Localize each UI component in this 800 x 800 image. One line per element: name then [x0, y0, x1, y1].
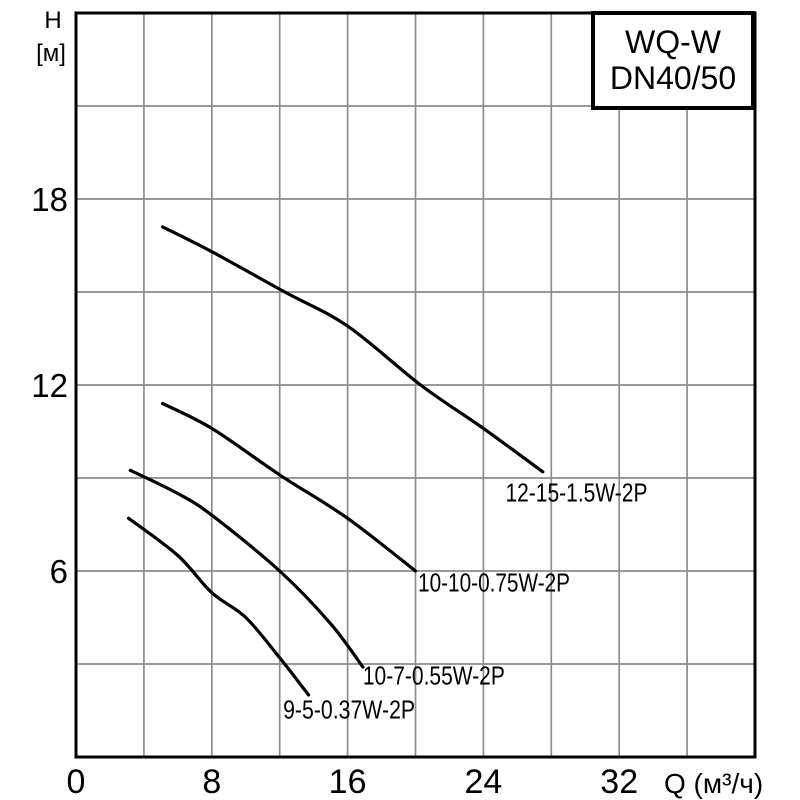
- x-axis-unit-label: Q (м³/ч): [664, 768, 763, 799]
- title-line-2: DN40/50: [610, 60, 736, 96]
- curve-label-12-15-1.5W-2P: 12-15-1.5W-2P: [505, 478, 647, 508]
- x-tick-label-24: 24: [464, 763, 502, 800]
- curve-9-5-0.37W-2P: [127, 516, 311, 697]
- curve-10-7-0.55W-2P: [128, 468, 365, 669]
- curve-10-10-0.75W-2P: [161, 402, 418, 573]
- curve-label-10-10-0.75W-2P: 10-10-0.75W-2P: [418, 568, 570, 598]
- x-tick-label-0: 0: [67, 763, 86, 800]
- curves-layer: [127, 225, 545, 697]
- title-box: WQ-W DN40/50: [591, 11, 755, 110]
- curve-labels-layer: 12-15-1.5W-2P 10-10-0.75W-2P 10-7-0.55W-2P…: [283, 478, 647, 725]
- grid-layer: [76, 13, 755, 757]
- curve-label-9-5-0.37W-2P: 9-5-0.37W-2P: [283, 695, 415, 725]
- y-tick-label-12: 12: [31, 367, 68, 404]
- curve-label-10-7-0.55W-2P: 10-7-0.55W-2P: [363, 661, 505, 691]
- y-axis-label-unit: [м]: [36, 40, 66, 67]
- y-tick-label-6: 6: [50, 553, 68, 590]
- title-box-frame: [591, 11, 755, 110]
- y-axis-label-symbol: H: [44, 7, 61, 34]
- tick-labels-layer: 0 8 16 24 32 6 12 18: [31, 181, 638, 800]
- x-tick-label-8: 8: [202, 763, 221, 800]
- title-line-1: WQ-W: [625, 24, 722, 60]
- x-tick-label-16: 16: [329, 763, 367, 800]
- x-tick-label-32: 32: [600, 763, 638, 800]
- plot-border: [74, 11, 757, 759]
- curve-12-15-1.5W-2P: [161, 225, 545, 474]
- y-tick-label-18: 18: [31, 181, 68, 218]
